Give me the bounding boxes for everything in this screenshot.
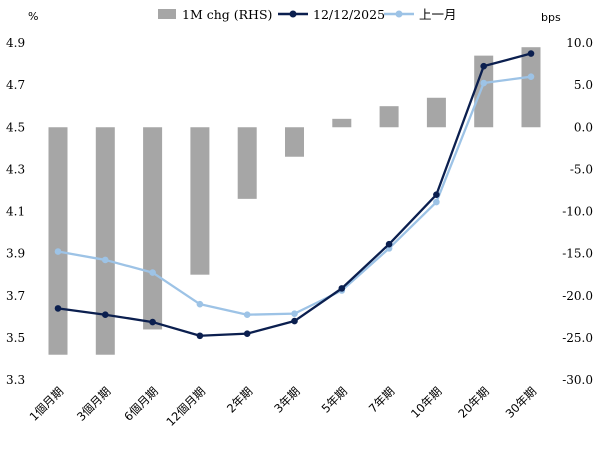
- point-previous-3個月期: [102, 256, 109, 264]
- left-tick-label: 3.3: [6, 373, 25, 387]
- point-current-10年期: [433, 191, 440, 198]
- right-tick-label: -15.0: [562, 247, 593, 261]
- category-label: 10年期: [408, 384, 445, 421]
- bar-3年期: [285, 127, 304, 157]
- legend-label-previous: 上一月: [419, 7, 457, 22]
- left-tick-label: 4.5: [6, 120, 25, 134]
- left-tick-label: 3.9: [6, 247, 25, 261]
- bar-3個月期: [95, 127, 115, 355]
- left-tick-label: 4.1: [6, 205, 25, 219]
- right-tick-label: -30.0: [562, 373, 593, 387]
- category-label: 30年期: [503, 384, 540, 421]
- bar-12個月期: [190, 127, 210, 275]
- left-tick-label: 3.7: [6, 289, 25, 303]
- right-tick-label: -5.0: [570, 162, 593, 176]
- point-previous-1個月期: [54, 248, 62, 255]
- category-label: 12個月期: [163, 384, 208, 429]
- point-current-5年期: [338, 285, 346, 292]
- point-current-20年期: [480, 62, 488, 70]
- category-label: 6個月期: [121, 384, 160, 423]
- point-previous-20年期: [480, 79, 488, 87]
- right-tick-label: -25.0: [562, 331, 593, 345]
- point-previous-3年期: [291, 310, 298, 317]
- category-label: 2年期: [224, 384, 255, 415]
- category-label: 3年期: [271, 384, 302, 415]
- right-tick-label: 0.0: [574, 120, 593, 134]
- bar-30年期: [521, 47, 541, 128]
- category-label: 5年期: [319, 384, 350, 415]
- point-current-30年期: [527, 50, 535, 57]
- point-current-3個月期: [102, 311, 109, 319]
- right-tick-label: 5.0: [574, 78, 593, 92]
- left-tick-label: 4.3: [6, 162, 25, 176]
- line-current: [57, 52, 532, 337]
- left-axis-ticks: 3.3 3.5 3.7 3.9 4.1 4.3 4.5 4.7 4.9: [6, 36, 25, 387]
- right-axis-ticks: -30.0 -25.0 -20.0 -15.0 -10.0 -5.0 0.0 5.0 10.0: [562, 36, 593, 387]
- bar-20年期: [474, 55, 494, 128]
- legend-swatch-bar: [158, 9, 176, 19]
- line-previous: [57, 75, 532, 316]
- left-tick-label: 4.9: [6, 36, 25, 50]
- legend-label-bar: 1M chg (RHS): [182, 7, 272, 22]
- left-tick-label: 4.7: [6, 78, 25, 92]
- category-label: 20年期: [455, 384, 492, 421]
- bar-5年期: [332, 118, 352, 128]
- point-current-7年期: [385, 240, 393, 248]
- bar-2年期: [237, 127, 257, 199]
- right-axis-unit: bps: [541, 11, 561, 24]
- point-current-1個月期: [54, 305, 62, 312]
- point-previous-12個月期: [196, 300, 204, 308]
- category-label: 3個月期: [74, 384, 113, 423]
- yield-lines: [54, 50, 535, 340]
- point-current-2年期: [243, 330, 251, 337]
- legend-marker-current: [289, 10, 297, 18]
- left-tick-label: 3.5: [6, 331, 25, 345]
- bar-1個月期: [48, 127, 68, 355]
- point-current-3年期: [291, 317, 298, 325]
- point-previous-6個月期: [149, 269, 156, 276]
- point-current-6個月期: [149, 318, 156, 326]
- category-label: 1個月期: [27, 384, 66, 423]
- point-previous-10年期: [433, 198, 440, 206]
- legend-label-current: 12/12/2025: [313, 7, 385, 22]
- change-bars: [48, 47, 541, 355]
- category-label: 7年期: [366, 384, 397, 415]
- bar-7年期: [379, 106, 399, 128]
- bar-10年期: [426, 97, 446, 128]
- bar-6個月期: [143, 127, 163, 330]
- point-current-12個月期: [196, 332, 204, 340]
- right-tick-label: -10.0: [562, 205, 593, 219]
- left-axis-unit: %: [28, 10, 38, 23]
- point-previous-2年期: [243, 311, 251, 319]
- legend-marker-previous: [395, 10, 403, 18]
- category-labels: 1個月期 3個月期 6個月期 12個月期 2年期 3年期 5年期 7年期 10年期 20年期 30年…: [27, 384, 539, 429]
- point-previous-30年期: [527, 73, 535, 80]
- legend: 1M chg (RHS) 12/12/2025 上一月: [158, 7, 457, 22]
- right-tick-label: 10.0: [566, 36, 593, 50]
- right-tick-label: -20.0: [562, 289, 593, 303]
